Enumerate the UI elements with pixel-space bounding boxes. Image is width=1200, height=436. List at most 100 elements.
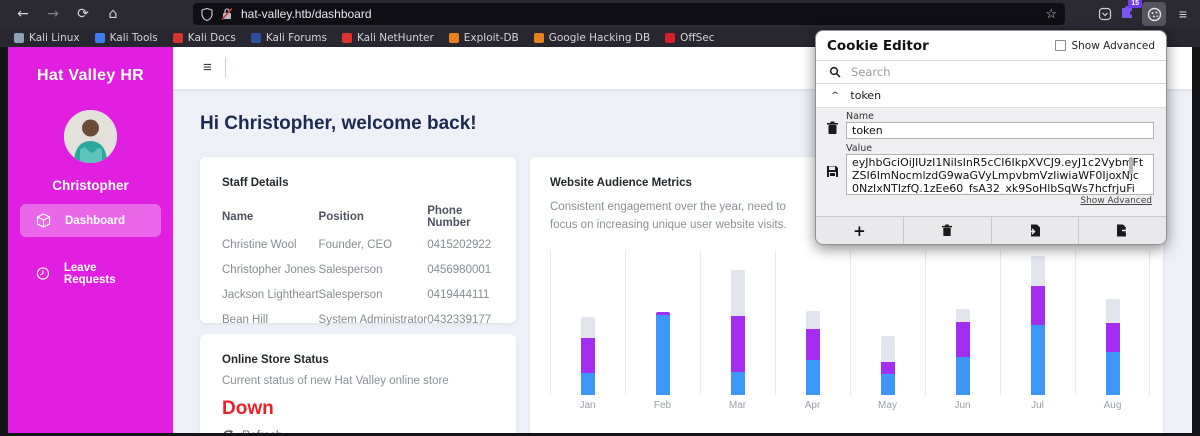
table-cell: System Administrator — [318, 314, 428, 326]
x-axis-label: Jan — [579, 400, 596, 411]
url-bar[interactable]: hat-valley.htb/dashboard ☆ — [193, 3, 1065, 25]
back-icon[interactable]: ← — [17, 6, 29, 22]
table-row: Christine Wool Founder, CEO 0415202922 — [222, 239, 494, 264]
app-menu-icon[interactable]: ≡ — [203, 59, 212, 76]
table-cell: 0415202922 — [427, 239, 492, 251]
staff-table-body: Christine Wool Founder, CEO 0415202922 Chri… — [222, 239, 494, 339]
show-advanced-link[interactable]: Show Advanced — [1080, 196, 1152, 206]
extensions-puzzle-icon[interactable]: 15 — [1119, 0, 1142, 25]
show-advanced-toggle[interactable]: Show Advanced — [1055, 40, 1155, 52]
insecure-lock-icon — [221, 7, 233, 21]
bookmark-favicon — [533, 32, 544, 43]
name-field-label: Name — [846, 111, 875, 122]
stacked-bar — [881, 336, 895, 395]
chart-column: Jun — [925, 250, 1000, 411]
cookie-editor-popup: Cookie Editor Show Advanced Search ^ tok… — [815, 30, 1167, 245]
window-frame-right — [1192, 47, 1200, 436]
refresh-button[interactable]: Refresh — [222, 429, 494, 436]
bookmark-item[interactable]: OffSec — [665, 31, 715, 44]
bookmark-item[interactable]: Kali Tools — [94, 31, 158, 44]
cookie-name-input[interactable]: token — [846, 122, 1154, 139]
bookmark-label: OffSec — [680, 31, 715, 44]
save-cookie-icon[interactable] — [826, 163, 839, 182]
x-axis-label: Apr — [804, 400, 821, 411]
bookmark-favicon — [448, 32, 459, 43]
refresh-icon — [223, 429, 234, 436]
forward-icon[interactable]: → — [47, 6, 59, 22]
value-field-label: Value — [846, 143, 873, 154]
reload-icon[interactable]: ⟳ — [77, 6, 89, 22]
chart-gridcell — [700, 250, 775, 395]
table-row: Christopher Jones Salesperson 0456980001 — [222, 264, 494, 289]
cookie-editor-extension-icon[interactable] — [1142, 2, 1166, 26]
bookmark-item[interactable]: Exploit-DB — [448, 31, 519, 44]
extensions-badge: 15 — [1128, 0, 1142, 8]
textarea-scrollbar[interactable] — [1129, 157, 1133, 174]
bookmark-label: Exploit-DB — [463, 31, 519, 44]
stacked-bar — [956, 308, 970, 395]
chart-gridcell — [925, 250, 1000, 395]
bar-segment — [731, 316, 745, 373]
sidebar-item-leave-requests[interactable]: Leave Requests — [20, 257, 161, 290]
window-frame-bottom — [0, 433, 1200, 436]
bookmark-label: Kali Docs — [187, 31, 236, 44]
bookmark-label: Kali Tools — [109, 31, 158, 44]
bookmark-item[interactable]: Google Hacking DB — [533, 32, 650, 44]
staff-table-header: Name Position Phone Number — [222, 201, 494, 239]
table-cell: Jackson Lightheart — [222, 289, 319, 301]
table-cell: Founder, CEO — [318, 239, 393, 251]
bookmark-item[interactable]: Kali Forums — [250, 32, 327, 44]
store-status-value: Down — [222, 398, 274, 419]
chart-column: Jul — [1000, 250, 1075, 411]
chart-gridcell — [775, 250, 850, 395]
table-row: Bean Hill System Administrator 0432339177 — [222, 314, 494, 339]
bookmark-favicon — [341, 32, 352, 43]
cookie-detail-panel: Name token Value eyJhbGciOiJIUzI1NiIsInR… — [816, 107, 1166, 216]
add-cookie-button[interactable]: + — [816, 217, 904, 244]
stacked-bar — [581, 317, 595, 395]
chevron-up-icon[interactable]: ^ — [831, 91, 840, 100]
show-advanced-checkbox[interactable] — [1055, 40, 1067, 51]
sidebar: Hat Valley HR Christopher Dashboard Leav… — [8, 47, 173, 433]
bar-segment — [956, 321, 970, 357]
col-name: Name — [222, 211, 254, 223]
bookmark-favicon — [172, 32, 183, 43]
table-cell: Christopher Jones — [222, 264, 316, 276]
metrics-card-subtitle: Consistent engagement over the year, nee… — [550, 201, 787, 231]
delete-cookie-icon[interactable] — [826, 120, 839, 139]
bar-segment — [1105, 322, 1120, 353]
cookie-row-token[interactable]: ^ token — [816, 84, 1166, 107]
bookmark-item[interactable]: Kali Linux — [14, 32, 80, 44]
bookmark-item[interactable]: Kali NetHunter — [341, 31, 434, 44]
shield-badge-icon[interactable] — [1097, 6, 1113, 22]
bar-segment — [1031, 256, 1045, 287]
delete-all-button[interactable] — [904, 217, 992, 244]
stacked-bar — [1031, 256, 1045, 395]
col-position: Position — [318, 211, 364, 223]
bookmark-favicon — [665, 32, 676, 43]
bar-segment — [1031, 286, 1045, 326]
home-icon[interactable]: ⌂ — [108, 6, 118, 22]
bookmark-label: Kali NetHunter — [356, 31, 434, 44]
table-cell: Salesperson — [318, 289, 383, 301]
sidebar-item-dashboard[interactable]: Dashboard — [20, 204, 161, 237]
chart-column: Jan — [550, 250, 625, 411]
cookie-value-textarea[interactable]: eyJhbGciOiJIUzI1NiIsInR5cCI6IkpXVCJ9.eyJ… — [846, 154, 1154, 195]
import-cookies-button[interactable] — [992, 217, 1080, 244]
divider — [225, 57, 226, 78]
bookmark-item[interactable]: Kali Docs — [172, 31, 236, 44]
export-cookies-button[interactable] — [1079, 217, 1166, 244]
cube-icon — [36, 213, 51, 228]
popup-footer-toolbar: + — [816, 216, 1166, 244]
bar-segment — [1105, 298, 1120, 323]
bookmark-star-icon[interactable]: ☆ — [1045, 6, 1057, 21]
store-card-subtitle: Current status of new Hat Valley online … — [222, 375, 449, 387]
x-axis-label: Jun — [954, 400, 971, 411]
clock-icon — [36, 267, 50, 280]
menu-hamburger-icon[interactable]: ≡ — [1178, 6, 1188, 22]
sidebar-item-label: Leave Requests — [63, 261, 116, 286]
x-axis-label: May — [878, 400, 897, 411]
stacked-bar — [656, 311, 670, 395]
search-placeholder: Search — [851, 65, 891, 79]
cookie-search[interactable]: Search — [816, 60, 1166, 84]
